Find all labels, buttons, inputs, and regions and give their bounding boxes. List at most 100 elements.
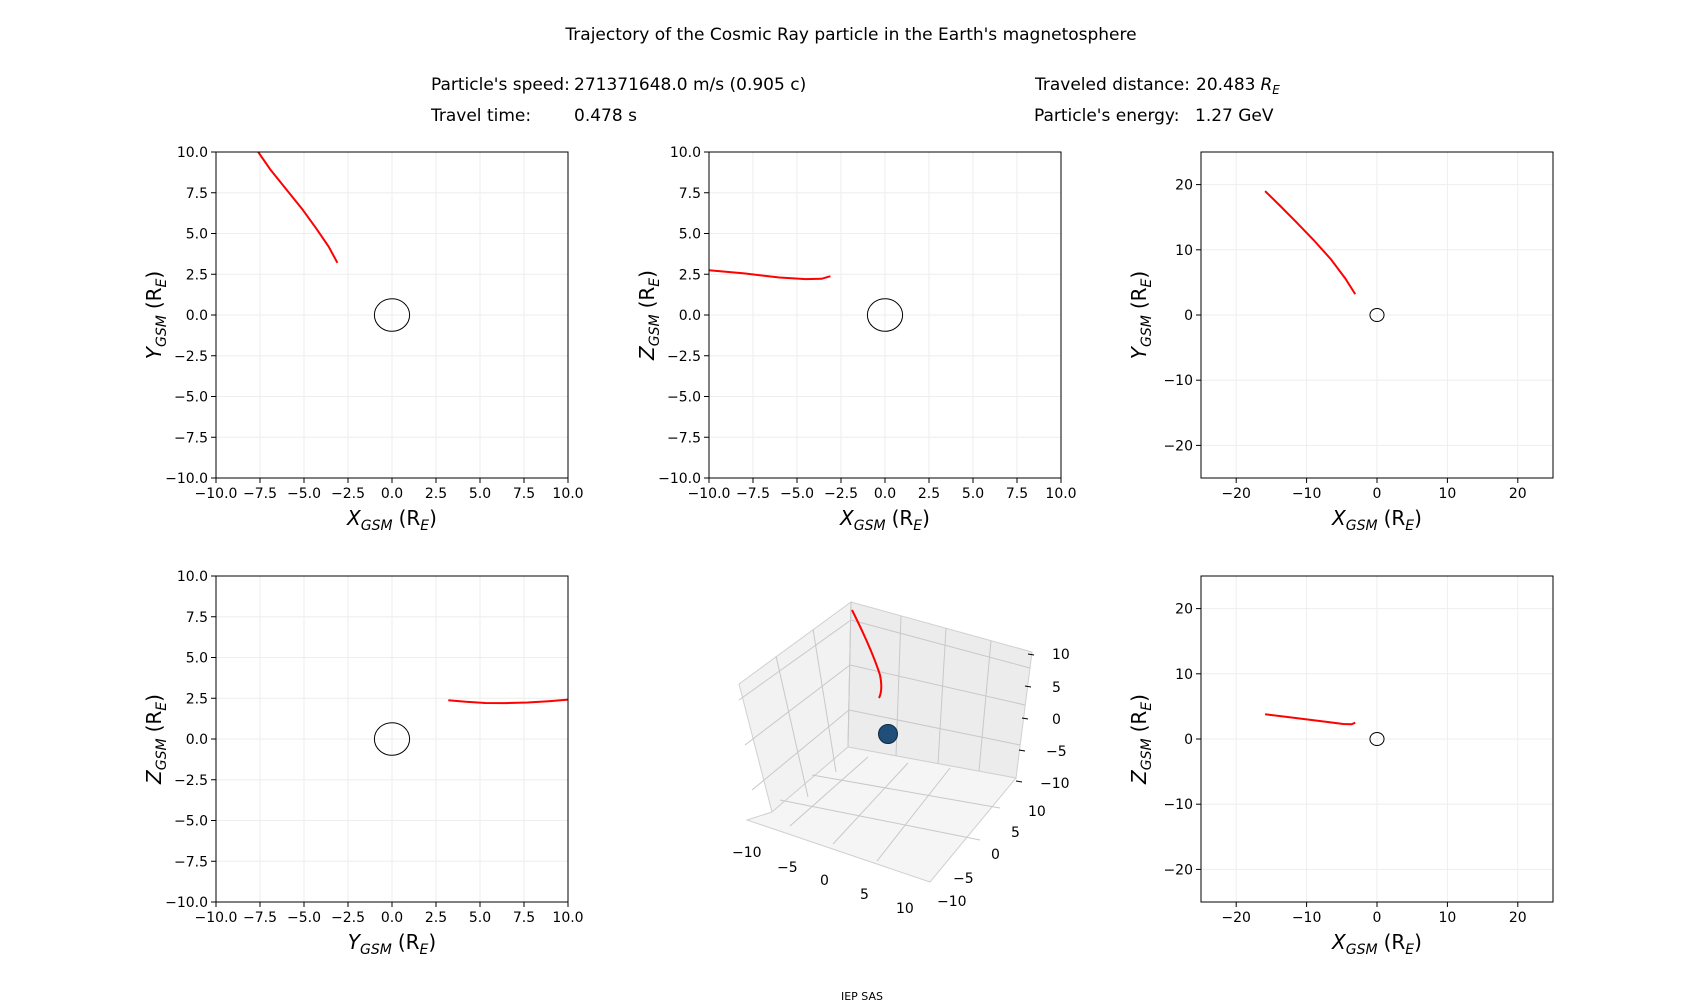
x-tick-label: −10.0: [195, 486, 238, 502]
y-tick-label: 10: [1175, 243, 1193, 259]
y-tick-label: −10: [1163, 373, 1193, 389]
z-tick-labels-3d: 10 5 0 −5 −10: [1040, 647, 1070, 792]
speed-label: Particle's speed:: [431, 75, 570, 95]
x-tick-label: −5.0: [287, 486, 321, 502]
x-tick-label: −7.5: [243, 486, 277, 502]
x-tick-label: 5.0: [469, 910, 491, 926]
x-axis-label: XGSM (RE): [839, 506, 930, 534]
x-tick-labels-3d: −10 −5 0 5 10: [732, 845, 914, 917]
y-tick-labels-3d: −10 −5 0 5 10: [937, 804, 1046, 910]
earth-outline: [1369, 731, 1385, 747]
y-axis-label: ZGSM(RE): [635, 270, 663, 361]
axes-frame: [215, 575, 569, 903]
y-tick-label: 5.0: [679, 227, 701, 243]
x-tick-label: −7.5: [736, 486, 770, 502]
y-tick-label: −5.0: [174, 814, 208, 830]
distance-label: Traveled distance:: [1034, 75, 1190, 95]
y-tick-label: −7.5: [174, 430, 208, 446]
y-axis-label: ZGSM(RE): [142, 694, 170, 785]
y-tick-label: 0.0: [186, 732, 208, 748]
y-axis-label: YGSM(RE): [142, 271, 170, 359]
x-tick-3d: −5: [777, 860, 798, 876]
y-tick-label: 2.5: [186, 691, 208, 707]
trajectory-line: [448, 698, 569, 705]
y-tick-label: 2.5: [186, 267, 208, 283]
z-tick-3d: 5: [1052, 680, 1061, 696]
y-tick-label: −10.0: [165, 471, 208, 487]
trajectory-line: [708, 269, 831, 281]
y-tick-label: 10.0: [670, 145, 701, 161]
y-tick-label: −7.5: [174, 854, 208, 870]
x-axis-label: XGSM (RE): [1331, 930, 1422, 958]
distance-value: 20.483 RE: [1196, 75, 1280, 97]
panel-xy-wide-plot: −20 −20 −10 −10 0 0 10 10 20 20 XGSM (RE) YGSM(RE): [1127, 151, 1554, 534]
y-tick-label: 0: [1184, 732, 1193, 748]
x-tick-label: −2.5: [331, 910, 365, 926]
x-tick-label: 20: [1509, 910, 1527, 926]
z-tick-3d: 10: [1052, 647, 1070, 663]
y-tick-label: 0: [1184, 308, 1193, 324]
x-tick-label: −20: [1221, 910, 1251, 926]
grid-3d: [738, 601, 1031, 862]
x-tick-label: −10: [1292, 486, 1322, 502]
y-tick-label: −5.0: [667, 390, 701, 406]
y-tick-label: 10.0: [177, 569, 208, 585]
y-tick-label: 10: [1175, 667, 1193, 683]
panel-xy-plot: −10.0−10.0 −7.5 −7.5 −5.0 −5.0 −2.5 −2.5 0.0 0.0…: [142, 145, 584, 534]
x-axis-label: XGSM (RE): [346, 506, 437, 534]
x-tick-label: −2.5: [824, 486, 858, 502]
axes-frame: [215, 151, 569, 479]
energy-label: Particle's energy:: [1034, 106, 1179, 126]
y-tick-label: 20: [1175, 178, 1193, 194]
earth-sphere-3d: [878, 724, 898, 744]
z-tick-3d: 0: [1052, 712, 1061, 728]
x-tick-label: 2.5: [918, 486, 940, 502]
x-tick-3d: 0: [820, 873, 829, 889]
y-tick-label: −10.0: [658, 471, 701, 487]
panel-yz-plot: −10.0−10.0 −7.5 −7.5 −5.0 −5.0 −2.5 −2.5 0.0 0.0…: [142, 569, 584, 958]
x-axis-label: YGSM (RE): [348, 930, 436, 958]
y-tick-3d: 5: [1011, 825, 1020, 841]
x-tick-label: −5.0: [287, 910, 321, 926]
time-label: Travel time:: [430, 106, 531, 126]
x-tick-label: −7.5: [243, 910, 277, 926]
speed-value: 271371648.0 m/s (0.905 c): [574, 75, 806, 95]
earth-outline: [373, 298, 411, 332]
earth-outline: [866, 298, 904, 332]
x-tick-label: −10: [1292, 910, 1322, 926]
x-tick-3d: 5: [860, 887, 869, 903]
axes-frame: [1200, 575, 1554, 903]
trajectory-line: [257, 151, 339, 264]
trajectory-3d: [851, 609, 883, 699]
x-tick-label: 10.0: [552, 910, 583, 926]
y-tick-label: 10.0: [177, 145, 208, 161]
y-tick-3d: −10: [937, 894, 967, 910]
y-tick-3d: 0: [991, 847, 1000, 863]
z-tick-marks-3d: [1015, 653, 1035, 783]
energy-value: 1.27 GeV: [1195, 106, 1274, 126]
y-tick-label: −10.0: [165, 895, 208, 911]
x-tick-label: 10.0: [552, 486, 583, 502]
y-tick-label: 5.0: [186, 651, 208, 667]
axes-frame: [708, 151, 1062, 479]
y-axis-label: ZGSM(RE): [1127, 694, 1155, 785]
trajectory-line: [1264, 713, 1356, 726]
axes-frame: [1200, 151, 1554, 479]
y-tick-label: −5.0: [174, 390, 208, 406]
panel-xz-wide-plot: −20 −20 −10 −10 0 0 10 10 20 20 XGSM (RE) ZGSM(RE): [1127, 575, 1554, 958]
x-tick-3d: 10: [896, 901, 914, 917]
x-tick-label: 0: [1373, 486, 1382, 502]
x-tick-label: 10: [1438, 486, 1456, 502]
x-tick-label: −10.0: [195, 910, 238, 926]
y-tick-label: 20: [1175, 602, 1193, 618]
x-tick-label: 10: [1438, 910, 1456, 926]
x-tick-label: 2.5: [425, 486, 447, 502]
z-tick-3d: −5: [1046, 744, 1067, 760]
y-tick-label: 0.0: [679, 308, 701, 324]
y-tick-label: 7.5: [679, 186, 701, 202]
y-tick-label: 7.5: [186, 610, 208, 626]
x-tick-label: 7.5: [1006, 486, 1028, 502]
y-tick-label: 0.0: [186, 308, 208, 324]
earth-outline: [373, 722, 411, 756]
footer-credit: IEP SAS: [841, 990, 883, 1000]
